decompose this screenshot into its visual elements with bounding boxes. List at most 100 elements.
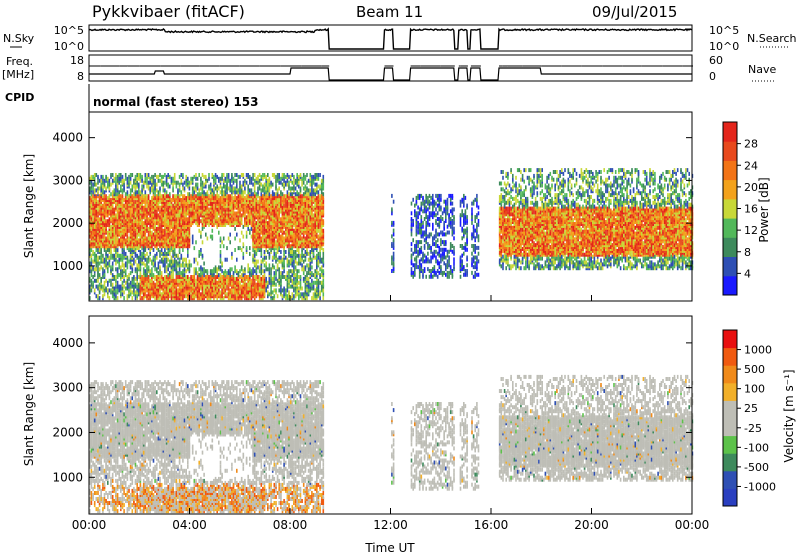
power-cell: [146, 180, 148, 185]
power-cell: [116, 178, 119, 183]
power-cell: [245, 290, 248, 295]
power-cell: [154, 261, 156, 266]
power-cell: [98, 273, 101, 278]
power-cell: [182, 244, 184, 249]
power-cell: [129, 292, 132, 297]
power-cell: [280, 234, 282, 239]
power-cell: [154, 192, 156, 197]
power-cell: [285, 250, 287, 254]
power-cell: [95, 188, 98, 193]
power-cell: [216, 267, 218, 272]
power-cell: [129, 192, 132, 197]
power-cell: [227, 194, 230, 199]
power-cell: [116, 221, 119, 226]
power-cell: [268, 199, 271, 204]
power-cell: [252, 228, 254, 233]
power-cell: [182, 263, 184, 268]
power-cell: [283, 261, 285, 266]
power-cell: [115, 213, 117, 218]
power-cell: [126, 261, 129, 266]
power-cell: [294, 290, 297, 295]
power-cell: [98, 238, 101, 243]
power-cell: [118, 261, 120, 266]
power-cell: [265, 207, 267, 212]
power-cell: [262, 173, 264, 177]
power-cell: [102, 188, 104, 193]
power-cell: [147, 186, 150, 191]
power-cell: [173, 278, 176, 283]
power-cell: [164, 257, 166, 262]
power-cell: [164, 188, 166, 193]
power-cell: [239, 194, 241, 199]
power-cell: [286, 232, 289, 237]
power-cell: [185, 174, 187, 179]
power-cell: [183, 267, 186, 272]
power-cell: [167, 194, 169, 199]
power-cell: [260, 209, 263, 214]
power-cell: [149, 180, 151, 185]
power-cell: [98, 194, 101, 199]
power-cell: [293, 294, 295, 299]
power-cell: [201, 253, 204, 258]
power-cell: [152, 219, 155, 224]
power-cell: [273, 288, 276, 293]
power-cell: [149, 278, 151, 283]
power-cell: [221, 186, 223, 191]
power-cell: [253, 182, 256, 187]
power-cell: [244, 296, 246, 301]
power-cell: [128, 228, 130, 233]
power-cell: [249, 292, 251, 297]
power-cell: [283, 269, 285, 274]
power-cell: [110, 278, 112, 283]
power-cell: [110, 198, 112, 202]
power-cell: [126, 294, 129, 299]
power-cell: [97, 265, 99, 270]
power-cell: [139, 259, 142, 264]
power-cell: [134, 290, 137, 295]
power-cell: [216, 223, 218, 227]
power-cell: [118, 265, 120, 270]
power-cell: [95, 224, 98, 229]
power-cell: [151, 213, 153, 218]
power-cell: [131, 184, 134, 189]
power-cell: [190, 275, 192, 279]
power-cell: [200, 182, 202, 187]
power-cell: [200, 213, 202, 218]
power-cell: [237, 203, 240, 208]
nsky-panel: N.Sky 10^5 10^0 10^5 10^0 N.Search: [3, 24, 797, 53]
power-cell: [278, 259, 280, 264]
power-cell: [97, 269, 99, 274]
power-cell: [118, 288, 120, 293]
power-cell: [138, 228, 140, 233]
power-cell: [183, 263, 186, 268]
power-cell: [224, 284, 227, 289]
power-cell: [265, 186, 267, 191]
power-cell: [120, 209, 122, 214]
power-cell: [195, 176, 197, 181]
power-cell: [275, 174, 277, 179]
power-cell: [198, 221, 200, 226]
power-cell: [201, 226, 204, 231]
power-cell: [219, 276, 222, 281]
power-cell: [191, 205, 194, 210]
power-cell: [129, 288, 132, 293]
power-cell: [172, 259, 174, 264]
power-cell: [152, 255, 155, 260]
power-cell: [187, 278, 189, 283]
power-cell: [113, 248, 116, 252]
power-cell: [190, 176, 192, 181]
power-cell: [191, 186, 194, 191]
power-cell: [278, 271, 280, 276]
freq-tick-high: 18: [70, 54, 84, 67]
power-cell: [124, 251, 127, 256]
power-cell: [172, 186, 174, 191]
power-cell: [169, 215, 171, 220]
power-cell: [242, 242, 245, 247]
power-cell: [146, 257, 148, 262]
power-cell: [239, 280, 241, 285]
power-cell: [103, 284, 106, 289]
power-cell: [250, 176, 253, 181]
power-cell: [138, 282, 140, 287]
power-cell: [234, 248, 236, 252]
power-cell: [289, 257, 292, 262]
